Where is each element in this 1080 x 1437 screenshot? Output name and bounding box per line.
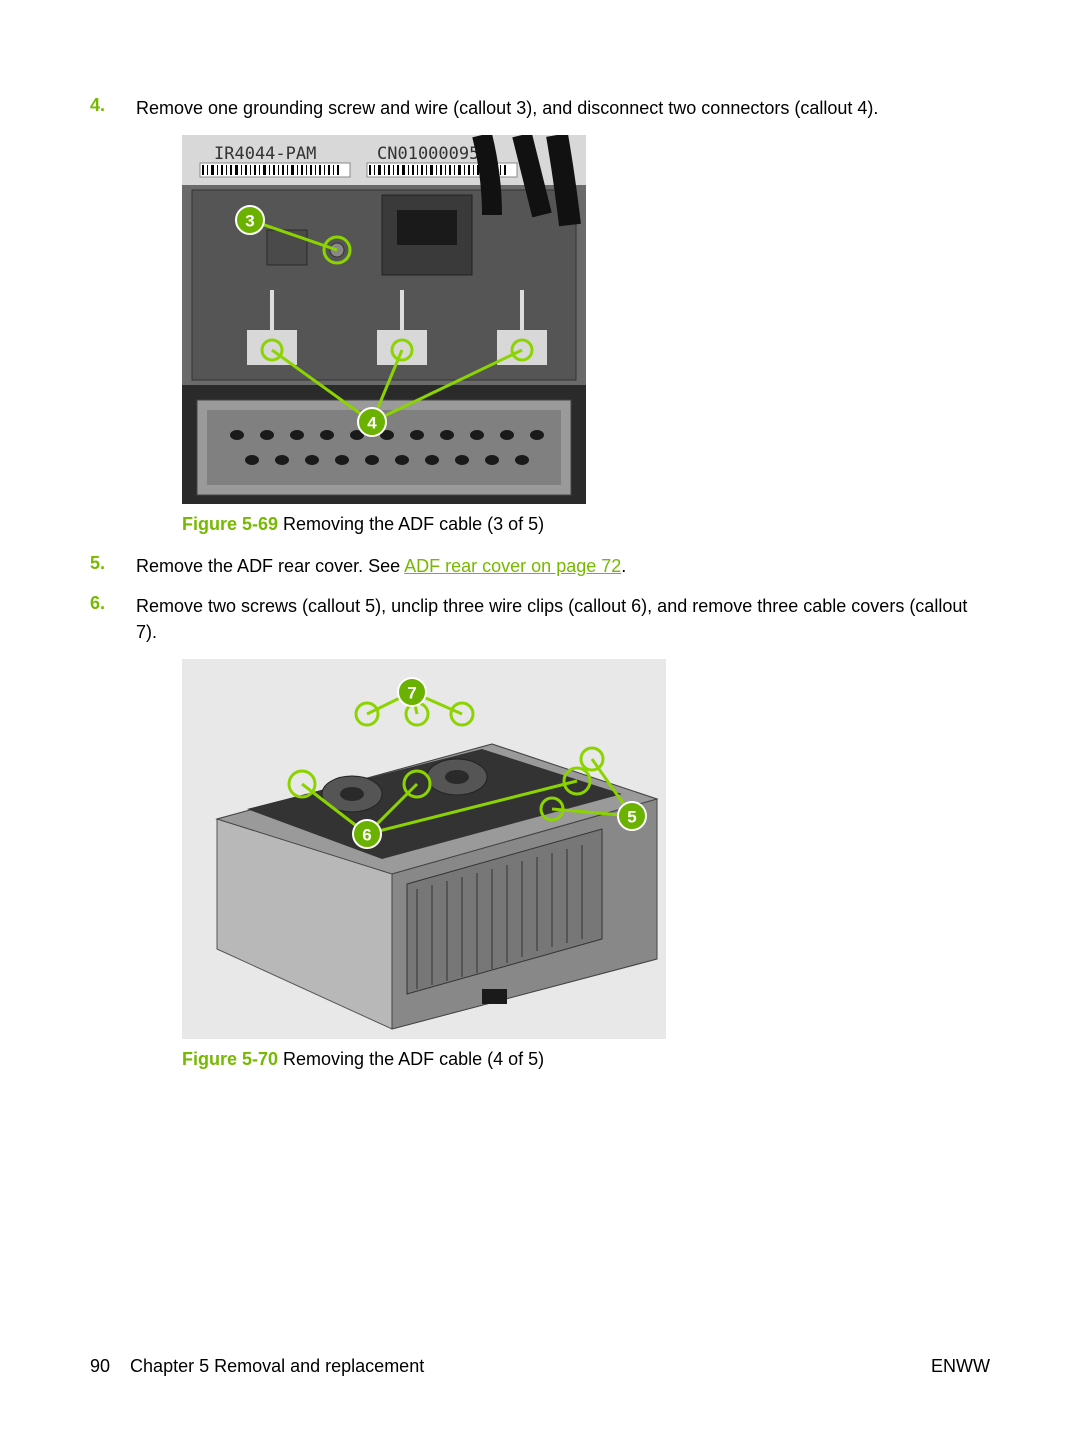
step-number: 4. xyxy=(90,95,136,121)
step5-prefix: Remove the ADF rear cover. See xyxy=(136,556,404,576)
step5-suffix: . xyxy=(621,556,626,576)
svg-text:3: 3 xyxy=(245,212,254,231)
svg-text:IR4044-PAM: IR4044-PAM xyxy=(214,144,316,164)
step-number: 5. xyxy=(90,553,136,579)
chapter-title: Chapter 5 Removal and replacement xyxy=(130,1356,424,1376)
figure-5-69: IR4044-PAM CN01000095 xyxy=(182,135,990,535)
page-footer: 90 Chapter 5 Removal and replacement ENW… xyxy=(90,1356,990,1377)
svg-text:7: 7 xyxy=(407,684,416,703)
figure-caption-text: Removing the ADF cable (3 of 5) xyxy=(278,514,544,534)
footer-left: 90 Chapter 5 Removal and replacement xyxy=(90,1356,424,1377)
figure-5-70-image: 7 6 5 xyxy=(182,659,666,1039)
svg-text:CN01000095: CN01000095 xyxy=(377,144,479,164)
svg-text:5: 5 xyxy=(627,808,636,827)
page-number: 90 xyxy=(90,1356,110,1376)
step-text: Remove one grounding screw and wire (cal… xyxy=(136,95,990,121)
step-5: 5. Remove the ADF rear cover. See ADF re… xyxy=(90,553,990,579)
svg-text:6: 6 xyxy=(362,826,371,845)
adf-rear-cover-link[interactable]: ADF rear cover on page 72 xyxy=(404,556,621,576)
step-text: Remove two screws (callout 5), unclip th… xyxy=(136,593,990,645)
figure-5-70-caption: Figure 5-70 Removing the ADF cable (4 of… xyxy=(182,1049,990,1070)
figure-5-69-caption: Figure 5-69 Removing the ADF cable (3 of… xyxy=(182,514,990,535)
svg-text:4: 4 xyxy=(367,414,377,433)
figure-5-70: 7 6 5 Figure 5-70 Removing the ADF cable (… xyxy=(182,659,990,1070)
step-6: 6. Remove two screws (callout 5), unclip… xyxy=(90,593,990,645)
figure-label: Figure 5-70 xyxy=(182,1049,278,1069)
footer-right: ENWW xyxy=(931,1356,990,1377)
figure-5-69-image: IR4044-PAM CN01000095 xyxy=(182,135,586,504)
step-text: Remove the ADF rear cover. See ADF rear … xyxy=(136,553,990,579)
page-content: 4. Remove one grounding screw and wire (… xyxy=(0,0,1080,1070)
step-number: 6. xyxy=(90,593,136,645)
step-4: 4. Remove one grounding screw and wire (… xyxy=(90,95,990,121)
figure-caption-text: Removing the ADF cable (4 of 5) xyxy=(278,1049,544,1069)
figure-label: Figure 5-69 xyxy=(182,514,278,534)
